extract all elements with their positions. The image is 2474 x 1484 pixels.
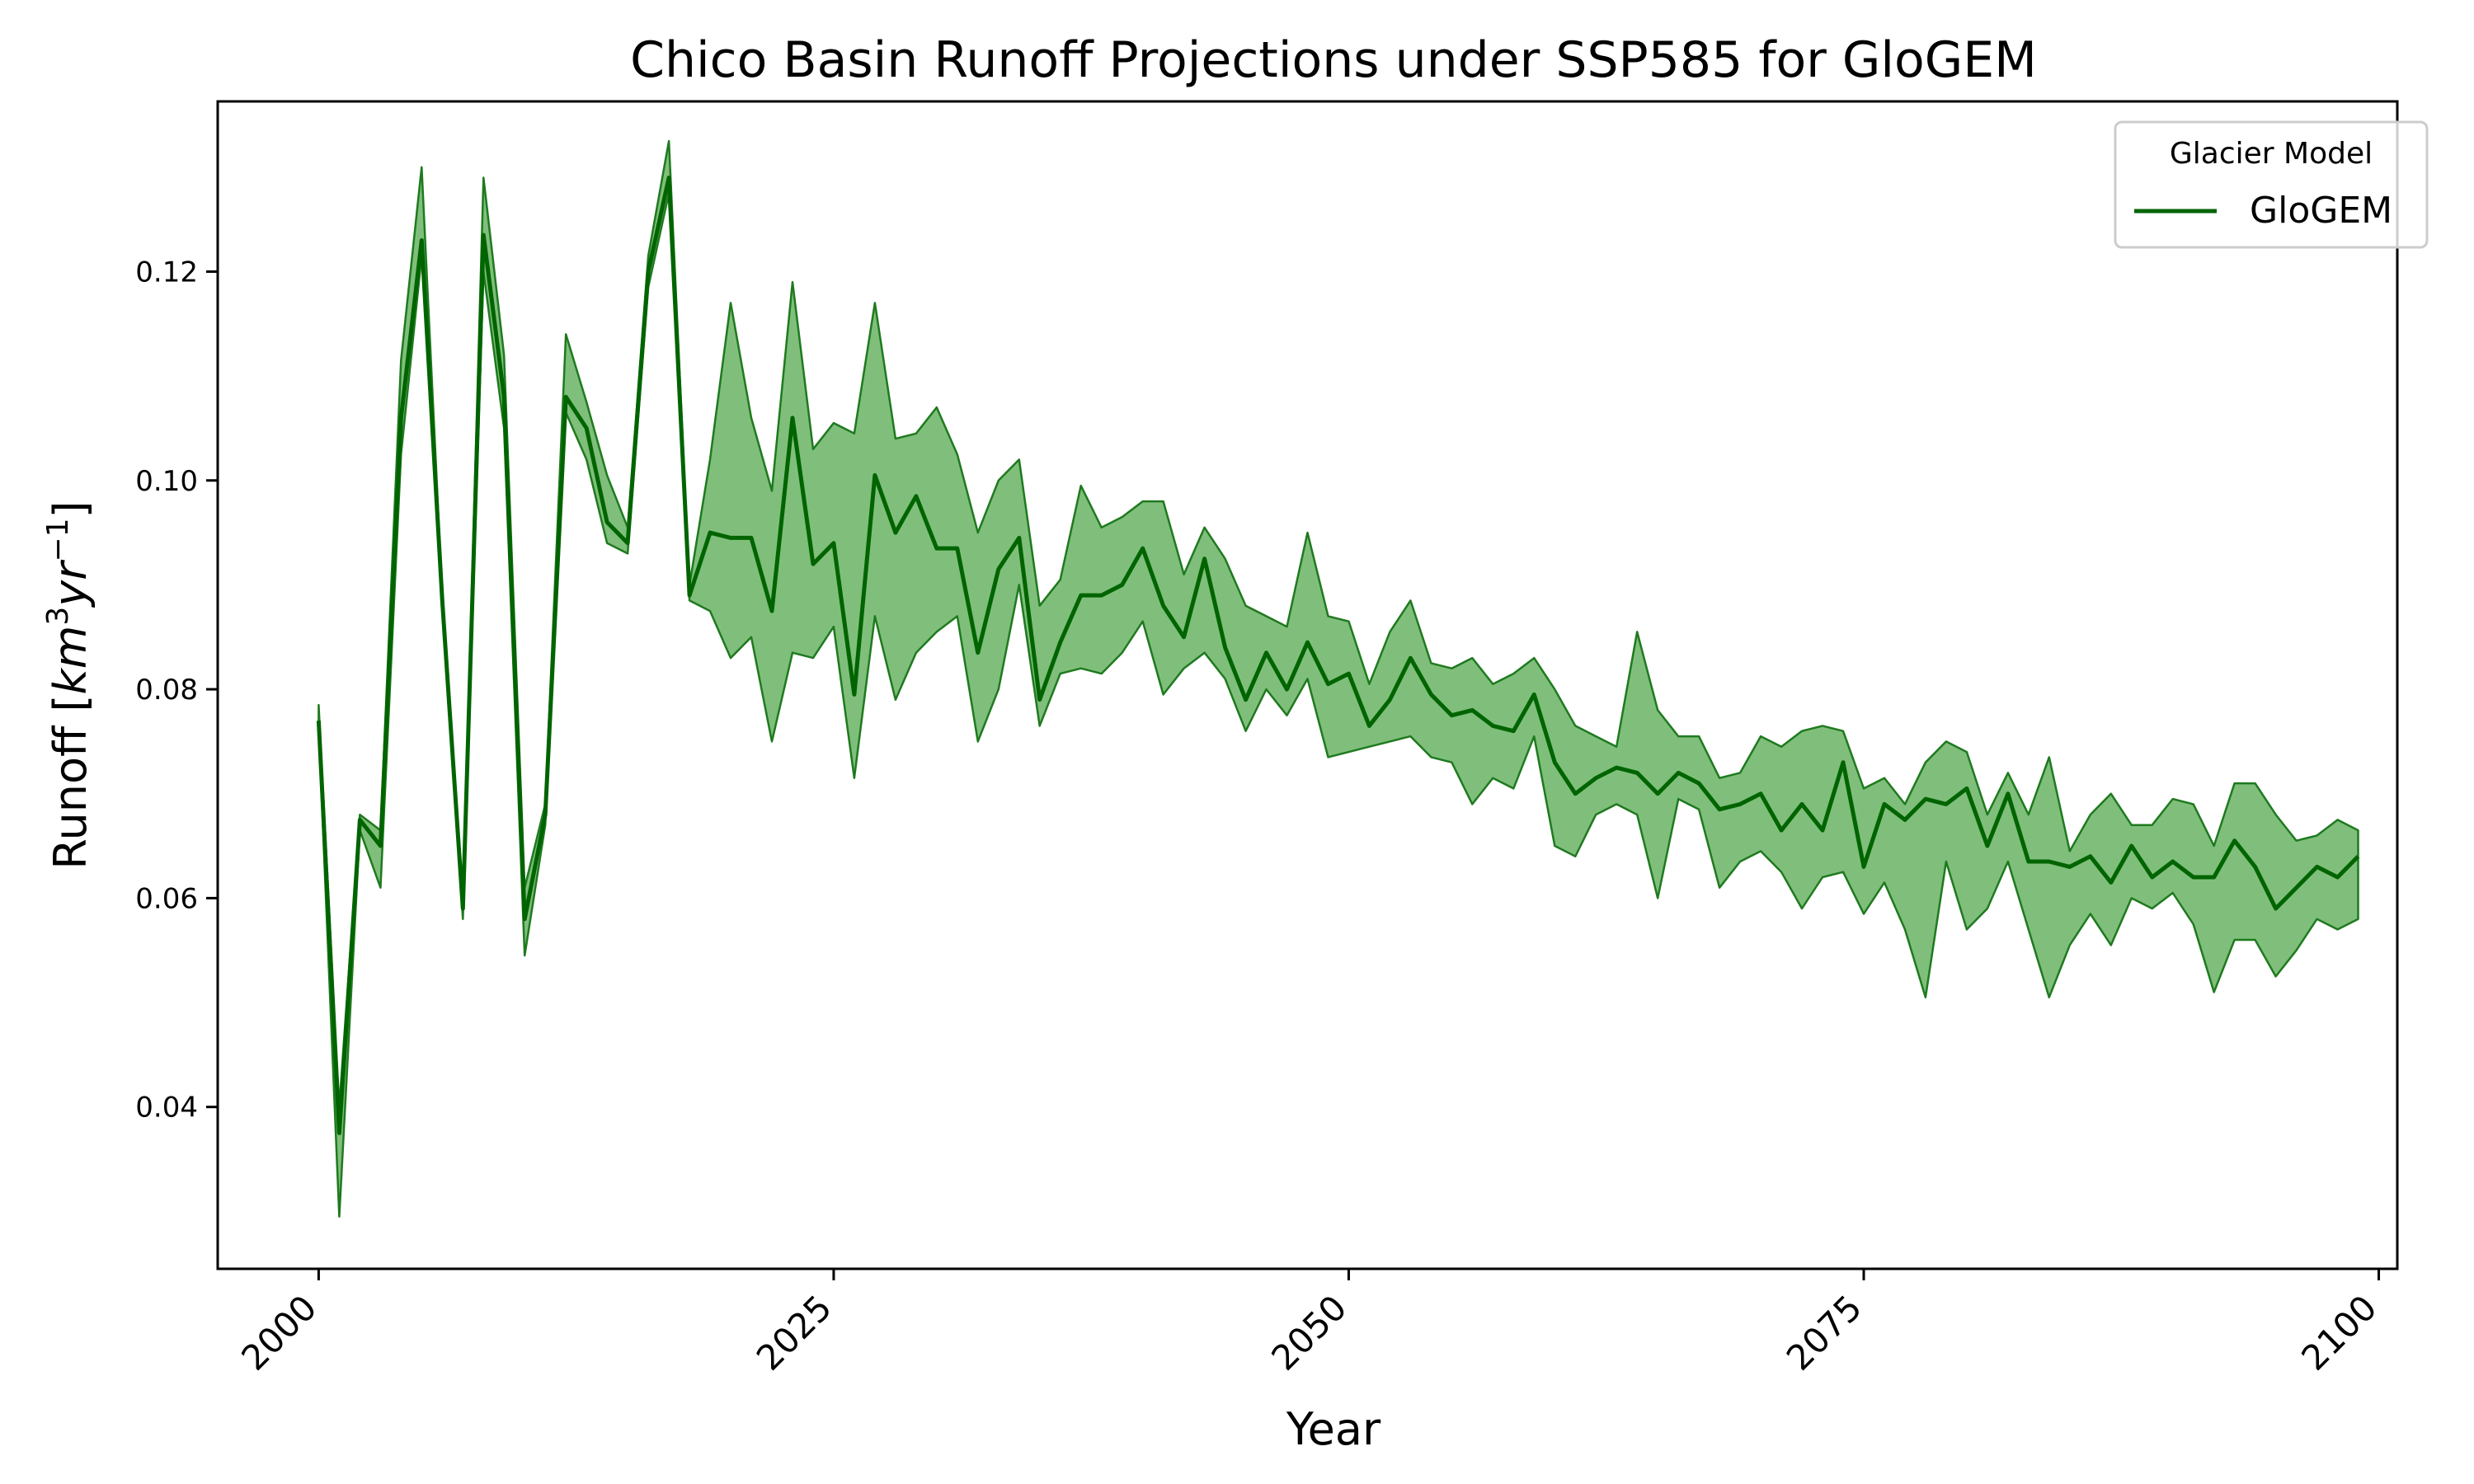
legend-entry-glogem: GloGEM xyxy=(2250,190,2392,232)
y-tick-label: 0.04 xyxy=(135,1092,198,1125)
legend-title: Glacier Model xyxy=(2170,137,2373,171)
y-axis-unit-exp-minus-1: −1 xyxy=(41,519,75,562)
y-tick-label: 0.08 xyxy=(135,674,198,707)
plot-frame xyxy=(216,100,2399,1270)
y-tick-label: 0.10 xyxy=(135,465,198,498)
y-axis-unit-yr: yr xyxy=(45,560,96,608)
glogem-mean-line xyxy=(316,176,2360,1135)
series-line-layer xyxy=(316,176,2360,1135)
y-axis-unit-exp-3: 3 xyxy=(41,607,75,626)
legend: Glacier Model GloGEM xyxy=(2114,120,2429,249)
y-axis-label-text: Runoff [ xyxy=(45,695,96,870)
x-axis-label: Year xyxy=(1286,1403,1381,1455)
y-axis-ticks: 0.04 0.06 0.08 0.10 0.12 xyxy=(135,256,218,1125)
y-tick-label: 0.06 xyxy=(135,882,198,915)
chart-title: Chico Basin Runoff Projections under SSP… xyxy=(630,31,2037,89)
y-tick-label: 0.12 xyxy=(135,256,198,289)
legend-box xyxy=(2114,120,2429,249)
y-axis-unit-km: km xyxy=(45,626,96,695)
y-axis-label: Runoff [km3yr−1] xyxy=(41,500,96,869)
y-axis-label-close: ] xyxy=(45,500,96,518)
